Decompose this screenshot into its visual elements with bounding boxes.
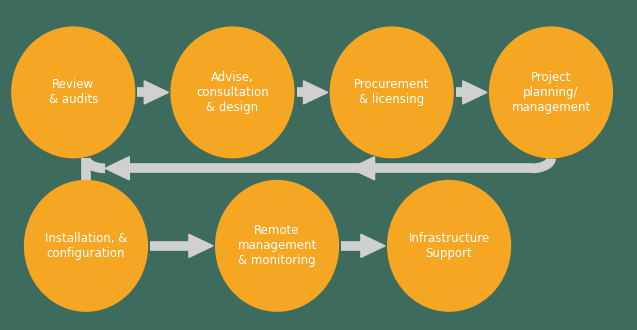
Polygon shape bbox=[189, 234, 213, 257]
Polygon shape bbox=[350, 157, 375, 180]
Text: Installation, &
configuration: Installation, & configuration bbox=[45, 232, 127, 260]
Polygon shape bbox=[105, 157, 129, 180]
Text: Infrastructure
Support: Infrastructure Support bbox=[408, 232, 490, 260]
Polygon shape bbox=[361, 234, 385, 257]
Ellipse shape bbox=[387, 180, 511, 312]
Ellipse shape bbox=[330, 26, 454, 158]
Polygon shape bbox=[303, 81, 327, 104]
Ellipse shape bbox=[24, 180, 148, 312]
Text: Review
& audits: Review & audits bbox=[48, 79, 98, 106]
Ellipse shape bbox=[489, 26, 613, 158]
Text: Project
planning/
management: Project planning/ management bbox=[512, 71, 590, 114]
Polygon shape bbox=[144, 81, 168, 104]
Text: Advise,
consultation
& design: Advise, consultation & design bbox=[196, 71, 269, 114]
Polygon shape bbox=[462, 81, 487, 104]
Ellipse shape bbox=[11, 26, 135, 158]
Text: Remote
management
& monitoring: Remote management & monitoring bbox=[238, 224, 317, 267]
Text: Procurement
& licensing: Procurement & licensing bbox=[354, 79, 429, 106]
Ellipse shape bbox=[215, 180, 339, 312]
Ellipse shape bbox=[170, 26, 294, 158]
